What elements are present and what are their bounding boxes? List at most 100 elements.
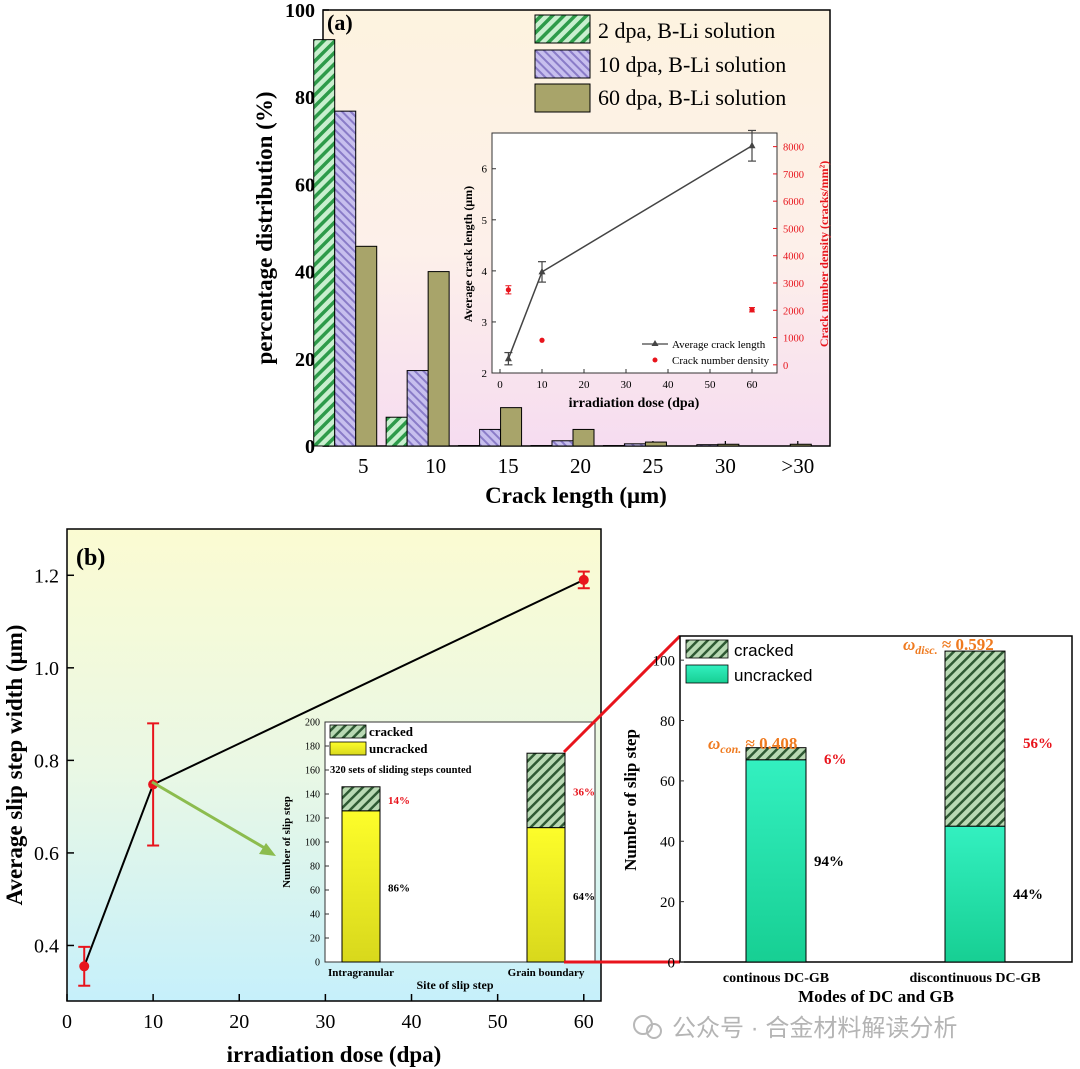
detail-ylabel: Number of slip step: [621, 729, 640, 871]
panel-a-ytick-label: 0: [305, 436, 315, 458]
panel-a-ytick-label: 80: [295, 87, 315, 109]
detail-label-cracked: 6%: [824, 752, 847, 768]
inset-b-legend-uncracked-swatch: [329, 741, 367, 756]
inset-a-legend-triangle: [651, 340, 659, 346]
panel-b-axes: 0 10 20 30 40 50 60 0.4 0.6 0.8 1.0 1.2: [34, 565, 594, 1033]
inset-b-ytick-label: 0: [315, 958, 320, 969]
bar-a-series2-5: [717, 443, 740, 447]
detail-bar-uncracked: [745, 759, 807, 963]
panel-a-xlabel: Crack length (μm): [485, 483, 667, 508]
panel-b-inset: 0 20 40 60 80 100 120 140 160 180 200 Intragranular…: [281, 718, 596, 992]
inset-a-point-density: [749, 307, 755, 313]
panel-b-ylabel: Average slip step width (μm): [2, 625, 27, 906]
zoom-line-top: [562, 634, 682, 754]
detail-bars: 94% 6% 44% 56%: [745, 650, 1053, 963]
inset-a-legend-label-1: Average crack length: [672, 339, 766, 351]
inset-a-point-density: [505, 287, 511, 293]
inset-b-bars: 86% 14% 64% 36%: [341, 752, 595, 963]
panel-a-ytick-label: 40: [295, 262, 315, 284]
inset-a-legend-label-2: Crack number density: [672, 355, 770, 367]
inset-b-xlabel: Site of slip step: [416, 978, 493, 992]
legend-swatch-10dpa: [534, 49, 591, 79]
panel-a-xtick-label: >30: [781, 454, 814, 478]
omega-con-value: ≈ 0.408: [741, 734, 797, 753]
zoom-arrow: [151, 780, 269, 852]
omega-con-symbol: ω: [708, 734, 720, 753]
detail-xtick-label: discontinuous DC-GB: [909, 971, 1040, 986]
detail-ytick-label: 40: [660, 835, 675, 851]
inset-b-ytick-label: 200: [305, 718, 320, 729]
panel-b-xtick-label: 10: [143, 1011, 163, 1033]
inset-a-ytick-label: 3: [482, 317, 488, 329]
omega-con-annotation: ωcon. ≈ 0.408: [708, 734, 797, 756]
panel-b-point: [578, 574, 589, 585]
inset-a-xtick-label: 30: [621, 379, 633, 391]
omega-disc-value: ≈ 0.592: [938, 635, 994, 654]
bar-a-series1-0: [334, 110, 357, 447]
omega-disc-subscript: disc.: [915, 643, 937, 657]
inset-b-ytick-label: 60: [310, 886, 320, 897]
detail-label-uncracked: 94%: [814, 854, 844, 870]
detail-bar-cracked: [745, 747, 807, 761]
inset-b-ytick-label: 180: [305, 742, 320, 753]
legend-label-2dpa: 2 dpa, B-Li solution: [598, 18, 775, 43]
inset-b-ytick-label: 140: [305, 790, 320, 801]
inset-a-ylabel-right: Crack number density (cracks/mm²): [817, 161, 831, 347]
detail-ytick-label: 60: [660, 774, 675, 790]
legend-swatch-60dpa: [534, 83, 591, 113]
inset-b-label-uncracked: 64%: [573, 891, 595, 903]
detail-label-cracked: 56%: [1023, 736, 1053, 752]
panel-detail: 0 20 40 60 80 100 continous DC-GB discontinuous…: [621, 635, 1073, 1006]
detail-label-uncracked: 44%: [1013, 887, 1043, 903]
watermark-text: 公众号 · 合金材料解读分析: [672, 1015, 957, 1042]
panel-b-xtick-label: 40: [402, 1011, 422, 1033]
detail-ytick-label: 0: [668, 955, 676, 971]
inset-a-ylabel: Average crack length (μm): [461, 186, 475, 322]
inset-a-ytick-right-label: 6000: [783, 197, 804, 208]
panel-a-ytick-label: 20: [295, 349, 315, 371]
inset-a-legend: Average crack length Crack number densit…: [642, 339, 770, 367]
inset-a-xtick-label: 40: [663, 379, 675, 391]
panel-a-ylabel: percentage distribution (%): [252, 91, 277, 364]
panel-b-data: [78, 570, 590, 987]
legend-label-60dpa: 60 dpa, B-Li solution: [598, 85, 786, 110]
panel-b-point: [148, 779, 159, 790]
panel-b-xtick-label: 50: [488, 1011, 508, 1033]
inset-b-bar-cracked: [526, 752, 566, 829]
detail-legend: cracked uncracked: [685, 639, 812, 685]
inset-b-ylabel: Number of slip step: [281, 796, 293, 888]
panel-a-xtick-label: 30: [715, 454, 736, 478]
inset-a-point-crack-length: [504, 354, 512, 362]
bar-a-series2-4: [644, 441, 667, 447]
panel-b-xtick-label: 20: [229, 1011, 249, 1033]
bar-a-series1-2: [479, 428, 502, 447]
panel-b-ytick-label: 1.0: [34, 658, 59, 680]
inset-a-point-density: [539, 337, 545, 343]
inset-b-xtick-label: Intragranular: [328, 967, 394, 979]
inset-b-bar-cracked: [341, 786, 381, 812]
panel-b-xlabel: irradiation dose (dpa): [227, 1042, 442, 1067]
inset-a-ytick-right-label: 4000: [783, 252, 804, 263]
panel-b-xtick-label: 60: [574, 1011, 594, 1033]
detail-axes: 0 20 40 60 80 100 continous DC-GB discontinuous…: [653, 653, 1041, 986]
omega-disc-annotation: ωdisc. ≈ 0.592: [903, 635, 994, 657]
bar-a-series1-1: [406, 370, 429, 447]
panel-b-ytick-label: 0.6: [34, 843, 59, 865]
panel-b-xtick-label: 0: [62, 1011, 72, 1033]
bar-a-series2-1: [427, 271, 450, 447]
inset-a-ytick-right-label: 2000: [783, 306, 804, 317]
inset-b-label-uncracked: 86%: [388, 882, 410, 894]
panel-a-xtick-label: 15: [498, 454, 519, 478]
inset-a-ytick-label: 4: [482, 266, 488, 278]
bar-a-series2-2: [500, 407, 523, 447]
panel-a-xtick-label: 5: [358, 454, 369, 478]
panel-b-ytick-label: 1.2: [34, 565, 59, 587]
inset-b-ytick-label: 160: [305, 766, 320, 777]
panel-a-inset: 0 10 20 30 40 50 60234560100020003000400050006…: [461, 129, 831, 411]
inset-a-point-crack-length: [538, 267, 546, 275]
inset-a-xtick-label: 0: [497, 379, 503, 391]
inset-b-bar-uncracked: [341, 810, 381, 963]
inset-a-legend-dot: [652, 357, 658, 363]
